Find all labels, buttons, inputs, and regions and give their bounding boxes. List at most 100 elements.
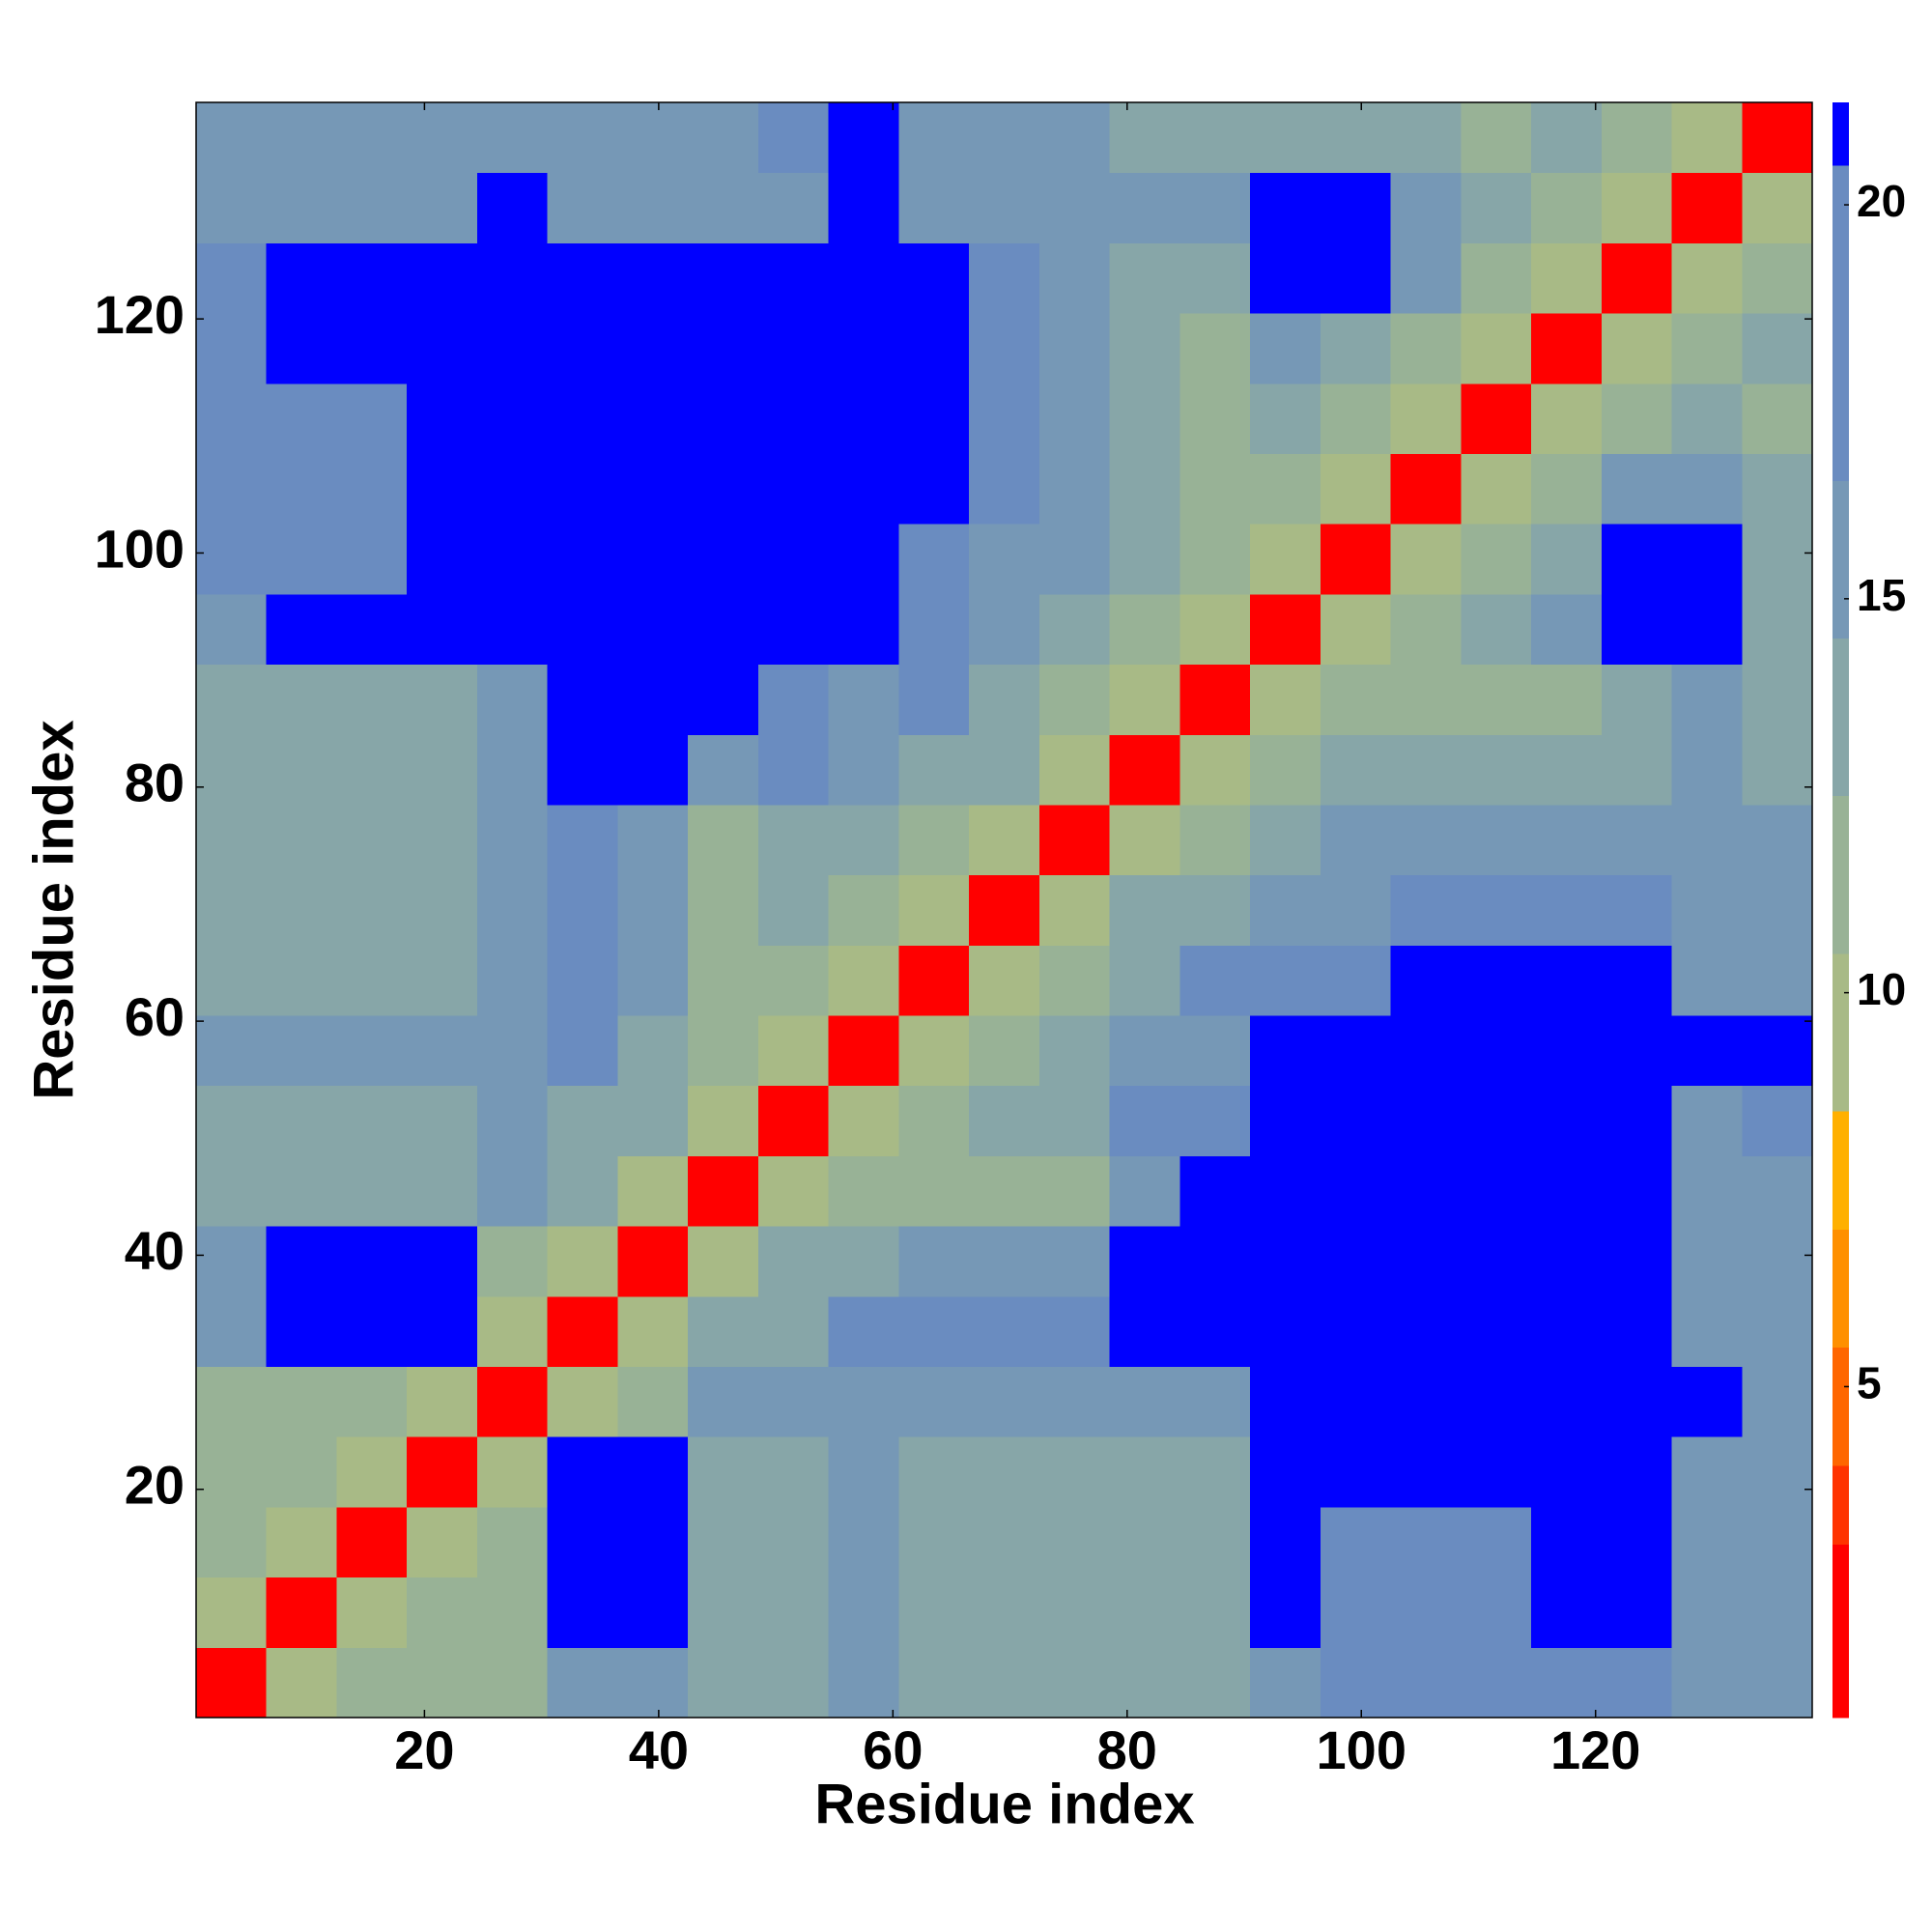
heatmap-cell — [1179, 1295, 1251, 1368]
heatmap-cell — [1461, 524, 1532, 595]
heatmap-cell — [757, 804, 830, 876]
heatmap-cell — [336, 593, 408, 666]
heatmap-cell — [1250, 1506, 1321, 1578]
heatmap-cell — [407, 804, 478, 876]
heatmap-cell — [757, 453, 830, 525]
colorbar-tick-label: 20 — [1857, 176, 1906, 226]
heatmap-cell — [617, 453, 689, 525]
heatmap-cell — [1320, 1155, 1392, 1227]
heatmap-cell — [1109, 804, 1180, 876]
heatmap-cell — [757, 242, 830, 314]
heatmap-cell — [476, 1155, 549, 1227]
heatmap-cell — [1109, 945, 1180, 1016]
heatmap-cell — [476, 945, 549, 1016]
heatmap-cell — [547, 1436, 618, 1508]
colorbar-segment — [1833, 795, 1849, 954]
heatmap-cell — [196, 242, 268, 314]
heatmap-cell — [1320, 664, 1392, 735]
heatmap-cell — [1601, 1366, 1673, 1437]
heatmap-cell — [1742, 1085, 1813, 1156]
heatmap-cell — [1390, 242, 1462, 314]
heatmap-cell — [1109, 1647, 1180, 1719]
heatmap-cell — [1671, 593, 1743, 666]
heatmap-cell — [898, 1577, 970, 1648]
heatmap-cell — [1601, 524, 1673, 595]
x-tick-label: 100 — [1317, 1719, 1406, 1780]
heatmap-cell — [547, 874, 618, 946]
heatmap-cell — [476, 1015, 549, 1087]
heatmap-cell — [617, 313, 689, 384]
heatmap-cell — [898, 1506, 970, 1578]
heatmap-cell — [1038, 1366, 1111, 1437]
heatmap-cell — [1038, 1226, 1111, 1297]
heatmap-cell — [1742, 1295, 1813, 1368]
heatmap-cell — [1531, 383, 1603, 454]
heatmap-cell — [1461, 1577, 1532, 1648]
colorbar-segment — [1833, 480, 1849, 639]
heatmap-cell — [828, 1295, 899, 1368]
heatmap-cell — [757, 593, 830, 666]
heatmap-cell — [196, 1366, 268, 1437]
heatmap-cell — [1390, 172, 1462, 243]
heatmap-cell — [828, 383, 899, 454]
heatmap-cell — [1461, 242, 1532, 314]
heatmap-cell — [1461, 1436, 1532, 1508]
heatmap-cell — [1038, 524, 1111, 595]
x-tick-label: 40 — [629, 1719, 689, 1780]
heatmap-cell — [1250, 1085, 1321, 1156]
heatmap-cell — [1671, 804, 1743, 876]
heatmap-cell — [266, 874, 337, 946]
heatmap-cell — [407, 524, 478, 595]
heatmap-cell — [1531, 242, 1603, 314]
heatmap-cell — [969, 1085, 1040, 1156]
heatmap-cell — [617, 102, 689, 174]
heatmap-cell — [476, 1226, 549, 1297]
heatmap-cell — [898, 242, 970, 314]
heatmap-cell — [196, 313, 268, 384]
heatmap-cell — [1109, 734, 1180, 806]
heatmap-cell — [1250, 593, 1321, 666]
heatmap-cell — [617, 1577, 689, 1648]
heatmap-cell — [196, 804, 268, 876]
heatmap-cell — [1601, 593, 1673, 666]
heatmap-cell — [1601, 1295, 1673, 1368]
heatmap-cell — [1671, 172, 1743, 243]
heatmap-cell — [336, 383, 408, 454]
heatmap-cell — [1179, 313, 1251, 384]
heatmap-cell — [617, 524, 689, 595]
heatmap-cell — [1531, 734, 1603, 806]
x-tick-label: 60 — [863, 1719, 923, 1780]
heatmap-cell — [1038, 1506, 1111, 1578]
heatmap-cell — [407, 734, 478, 806]
heatmap-cell — [407, 874, 478, 946]
heatmap-cell — [1601, 313, 1673, 384]
heatmap-cell — [1390, 1295, 1462, 1368]
heatmap-cell — [1671, 453, 1743, 525]
heatmap-cell — [617, 734, 689, 806]
heatmap-cell — [1390, 1506, 1462, 1578]
heatmap-cell — [757, 664, 830, 735]
heatmap-cell — [969, 1436, 1040, 1508]
heatmap-cell — [266, 1366, 337, 1437]
heatmap-cell — [1601, 945, 1673, 1016]
heatmap-cell — [407, 593, 478, 666]
heatmap-cell — [1320, 102, 1392, 174]
heatmap-cell — [547, 242, 618, 314]
heatmap-cell — [1038, 453, 1111, 525]
heatmap-cell — [1461, 734, 1532, 806]
heatmap-cell — [688, 1226, 759, 1297]
heatmap-cell — [898, 1015, 970, 1087]
heatmap-cell — [476, 1577, 549, 1648]
heatmap-cell — [1742, 664, 1813, 735]
heatmap-cell — [969, 1226, 1040, 1297]
heatmap-cell — [476, 1295, 549, 1368]
heatmap-cell — [547, 1577, 618, 1648]
y-tick-label: 40 — [125, 1220, 185, 1281]
heatmap-cell — [688, 242, 759, 314]
heatmap-cell — [1320, 1226, 1392, 1297]
heatmap-cell — [757, 1647, 830, 1719]
heatmap-cell — [828, 1506, 899, 1578]
heatmap-cell — [1601, 1647, 1673, 1719]
colorbar-segment — [1833, 638, 1849, 797]
